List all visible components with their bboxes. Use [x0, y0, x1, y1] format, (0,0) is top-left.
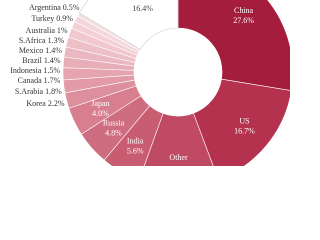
- slice-label: Canada 1.7%: [18, 76, 61, 85]
- slice-label: S.Arabia 1.8%: [15, 87, 62, 96]
- slice-name: Japan: [91, 99, 109, 108]
- slice-name: S.Arabia: [15, 87, 44, 96]
- slice-value: 0.5%: [63, 3, 80, 12]
- slice-name: Brazil: [22, 56, 42, 65]
- slice-value: 1.4%: [45, 46, 62, 55]
- slice-name: China: [234, 6, 254, 15]
- slice-name: Other: [169, 153, 188, 162]
- slice-label: Mexico 1.4%: [19, 46, 62, 55]
- donut-slice: [78, 0, 179, 50]
- slice-value: 27.6%: [233, 16, 254, 25]
- slice-value: 1.7%: [44, 76, 61, 85]
- slice-label: Korea 2.2%: [26, 99, 65, 108]
- slice-name: Korea: [26, 99, 46, 108]
- slice-name: Russia: [103, 119, 125, 128]
- slice-label: Brazil 1.4%: [22, 56, 61, 65]
- slice-value: 1%: [57, 26, 68, 35]
- slice-value: 4.8%: [105, 129, 122, 138]
- slice-name: S.Africa: [19, 36, 46, 45]
- slice-name: Canada: [18, 76, 42, 85]
- slice-name: India: [127, 136, 144, 145]
- slice-name: US: [239, 116, 249, 125]
- donut-slice: [143, 112, 214, 166]
- slice-label: Australia 1%: [26, 26, 68, 35]
- slice-name: Australia: [26, 26, 56, 35]
- slice-value: 16.7%: [234, 126, 255, 135]
- slice-name: Turkey: [31, 14, 54, 23]
- slice-value: 1.8%: [45, 87, 62, 96]
- slice-value: 16.4%: [132, 4, 153, 13]
- slice-name: Argentina: [29, 3, 61, 12]
- slice-value: 1.3%: [48, 36, 65, 45]
- slice-label: Indonesia 1.5%: [10, 66, 60, 75]
- slice-name: Indonesia: [10, 66, 42, 75]
- slice-value: 4.0%: [92, 109, 109, 118]
- slice-value: 1.5%: [43, 66, 60, 75]
- slice-value: 5.6%: [127, 146, 144, 155]
- slice-value: 1.4%: [44, 56, 61, 65]
- slice-label: S.Africa 1.3%: [19, 36, 65, 45]
- donut-slice: [177, 0, 290, 91]
- donut-slice: [193, 78, 290, 166]
- slice-value: 2.2%: [48, 99, 65, 108]
- slice-name: Mexico: [19, 46, 43, 55]
- slice-label: Argentina 0.5%: [29, 3, 80, 12]
- slice-value: 0.9%: [56, 14, 73, 23]
- slice-label: Turkey 0.9%: [31, 14, 73, 23]
